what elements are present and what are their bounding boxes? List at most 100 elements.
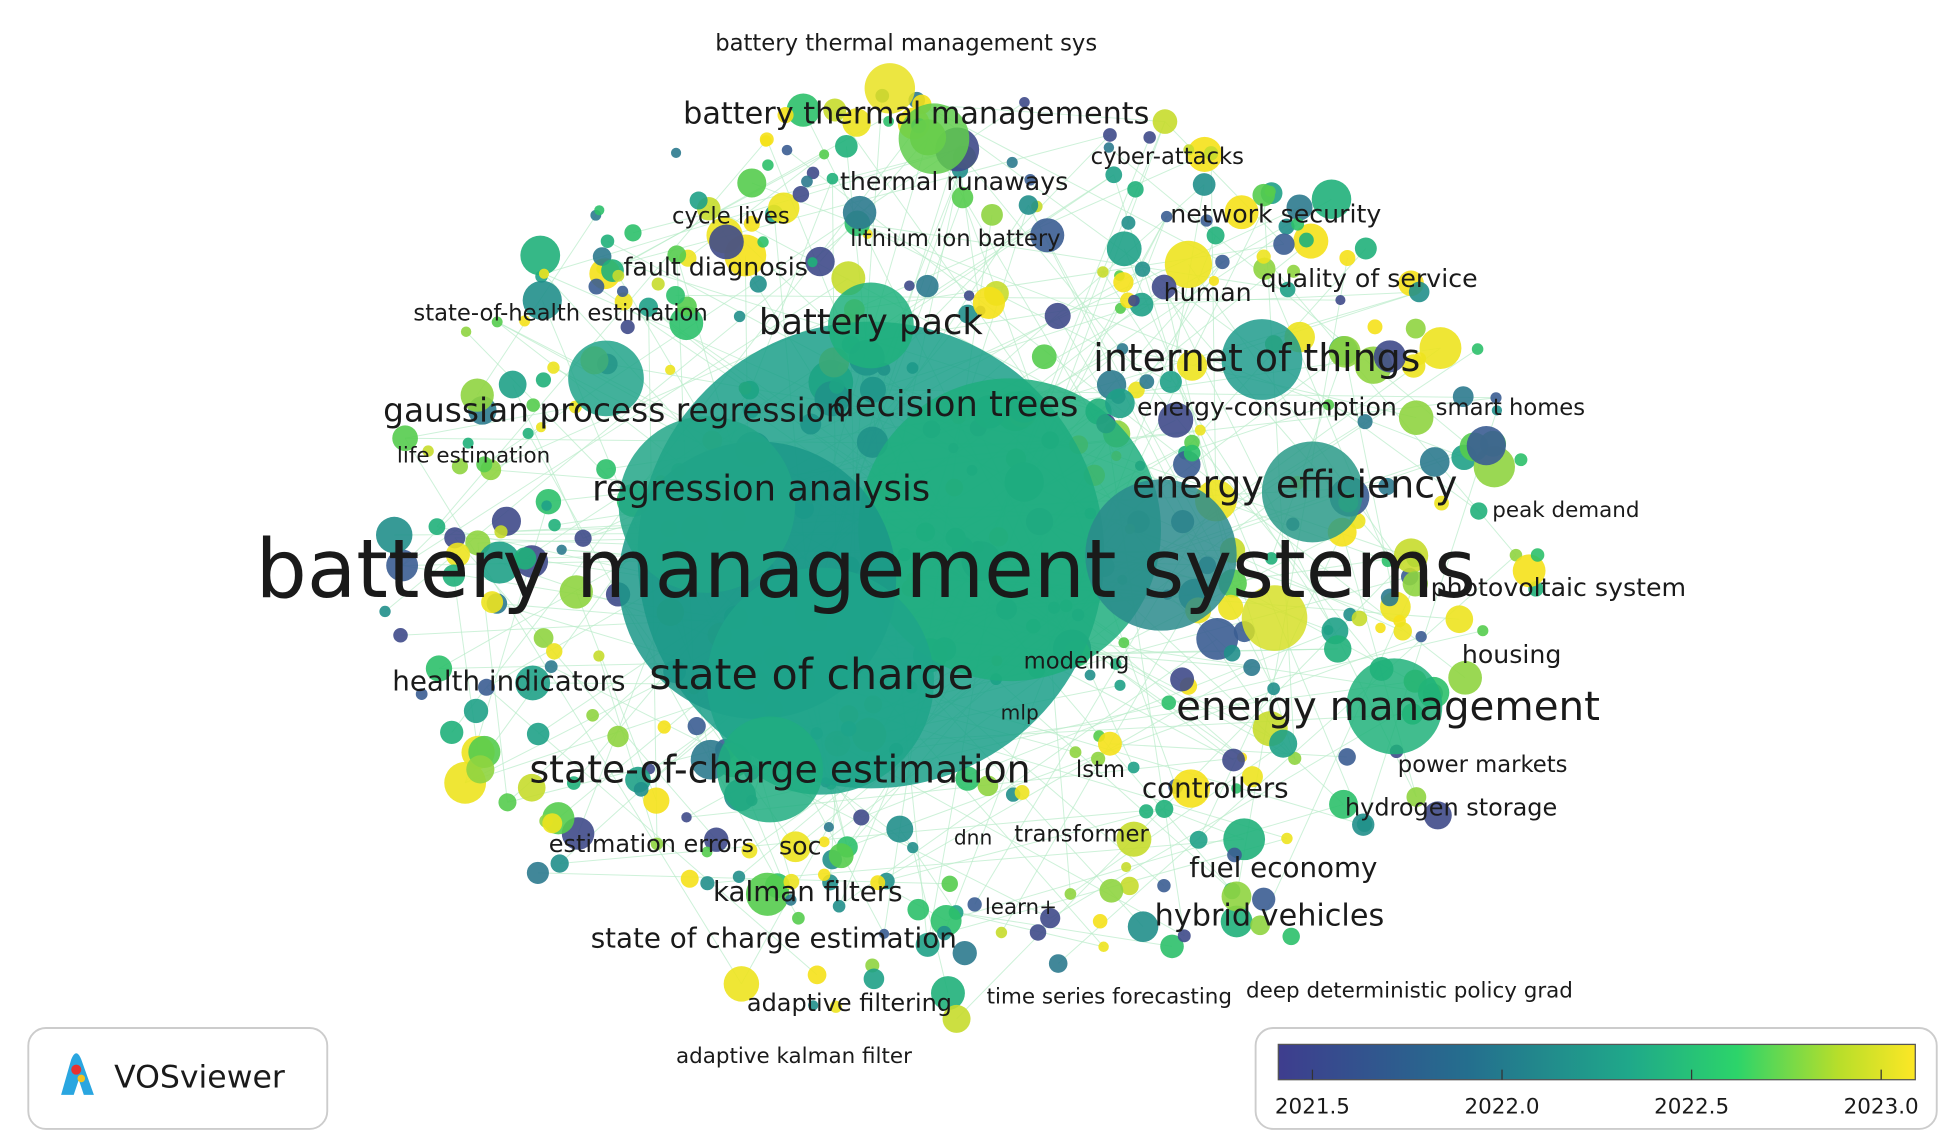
link bbox=[543, 148, 958, 275]
node-bubble bbox=[1030, 218, 1065, 253]
node-label: soc bbox=[779, 832, 821, 861]
node-bubble bbox=[1128, 381, 1145, 399]
node-bubble bbox=[1339, 249, 1356, 266]
node-bubble bbox=[680, 869, 699, 888]
node-bubble bbox=[460, 378, 494, 412]
node-bubble bbox=[1452, 386, 1474, 408]
node-bubble bbox=[593, 650, 605, 662]
node-bubble bbox=[669, 306, 704, 341]
link bbox=[1123, 248, 1364, 825]
node-bubble bbox=[1419, 447, 1450, 477]
node-bubble bbox=[559, 575, 593, 609]
node-bubble bbox=[1288, 751, 1302, 765]
node-bubble bbox=[743, 215, 760, 232]
node-bubble bbox=[1110, 658, 1122, 670]
node-label: energy-consumption bbox=[1137, 393, 1397, 422]
node-bubble bbox=[723, 966, 760, 1002]
node-bubble bbox=[700, 876, 715, 891]
link bbox=[512, 384, 584, 539]
node-bubble bbox=[375, 516, 413, 554]
node-bubble bbox=[1127, 181, 1144, 198]
node-bubble bbox=[1183, 144, 1195, 156]
node-label: state-of-charge estimation bbox=[529, 747, 1030, 791]
node-bubble bbox=[1085, 479, 1237, 631]
node-bubble bbox=[828, 282, 914, 369]
node-label: thermal runaways bbox=[840, 167, 1068, 196]
node-bubble bbox=[1352, 813, 1375, 836]
node-bubble bbox=[588, 278, 605, 295]
node-bubble bbox=[1105, 166, 1123, 184]
node-bubble bbox=[886, 815, 914, 843]
labels: battery thermal management sys battery th… bbox=[256, 31, 1686, 1069]
node-bubble bbox=[596, 459, 617, 479]
node-bubble bbox=[1139, 804, 1154, 819]
node-bubble bbox=[1351, 610, 1368, 627]
node-bubble bbox=[963, 290, 975, 301]
node-bubble bbox=[1194, 424, 1206, 436]
node-bubble bbox=[745, 872, 790, 916]
node-bubble bbox=[1218, 594, 1244, 621]
node-bubble bbox=[1151, 274, 1177, 300]
node-bubble bbox=[1099, 878, 1124, 903]
node-bubble bbox=[1261, 441, 1363, 543]
node-bubble bbox=[498, 370, 527, 399]
node-bubble bbox=[1338, 748, 1356, 766]
node-bubble bbox=[1097, 266, 1109, 278]
node-bubble bbox=[937, 925, 952, 941]
node-bubble bbox=[386, 549, 419, 582]
node-bubble bbox=[1287, 264, 1301, 278]
node-bubble bbox=[547, 361, 560, 374]
node-bubble bbox=[762, 159, 774, 171]
node-label: cycle lives bbox=[672, 203, 790, 229]
node-bubble bbox=[757, 236, 769, 248]
node-bubble bbox=[1064, 888, 1077, 900]
node-bubble bbox=[1103, 142, 1115, 153]
link bbox=[405, 406, 576, 439]
node-bubble bbox=[1323, 624, 1334, 636]
node-bubble bbox=[1091, 751, 1106, 766]
node-bubble bbox=[535, 422, 547, 433]
node-bubble bbox=[818, 868, 831, 881]
node-bubble bbox=[808, 1000, 819, 1011]
node-bubble bbox=[519, 315, 531, 327]
node-bubble bbox=[1329, 789, 1358, 819]
node-bubble bbox=[807, 965, 827, 985]
node-bubble bbox=[967, 897, 982, 912]
node-bubble bbox=[1183, 444, 1201, 462]
node-bubble bbox=[958, 304, 978, 324]
node-bubble bbox=[428, 518, 446, 536]
node-bubble bbox=[741, 842, 758, 859]
node-bubble bbox=[1393, 538, 1429, 573]
node-bubble bbox=[1328, 336, 1361, 368]
node-bubble bbox=[520, 235, 561, 276]
node-bubble bbox=[972, 286, 1006, 319]
node-bubble bbox=[526, 722, 550, 746]
node-bubble bbox=[1121, 215, 1136, 230]
node-bubble bbox=[704, 827, 729, 852]
node-label: lithium ion battery bbox=[850, 226, 1060, 252]
node-bubble bbox=[1252, 887, 1276, 911]
node-bubble bbox=[1203, 146, 1219, 161]
node-bubble bbox=[1335, 295, 1346, 306]
node-bubble bbox=[594, 205, 605, 216]
node-bubble bbox=[538, 268, 550, 279]
node-bubble bbox=[1220, 905, 1253, 938]
legend: 2021.5 2022.0 2022.5 2023.0 bbox=[1254, 1027, 1938, 1130]
node-bubble bbox=[586, 708, 599, 722]
node-bubble bbox=[541, 500, 552, 511]
node-bubble bbox=[1227, 847, 1242, 863]
node-bubble bbox=[614, 292, 633, 311]
node-bubble bbox=[1434, 495, 1449, 511]
node-bubble bbox=[1031, 344, 1057, 370]
node-bubble bbox=[478, 541, 521, 584]
node-bubble bbox=[440, 720, 464, 745]
node-bubble bbox=[607, 725, 629, 748]
node-bubble bbox=[1466, 426, 1506, 466]
node-label: adaptive filtering bbox=[747, 989, 952, 1017]
node-label: fault diagnosis bbox=[624, 253, 808, 282]
node-bubble bbox=[1224, 195, 1259, 230]
node-bubble bbox=[1471, 343, 1484, 355]
legend-tick-label: 2022.5 bbox=[1654, 1094, 1729, 1119]
node-bubble bbox=[1241, 766, 1263, 788]
